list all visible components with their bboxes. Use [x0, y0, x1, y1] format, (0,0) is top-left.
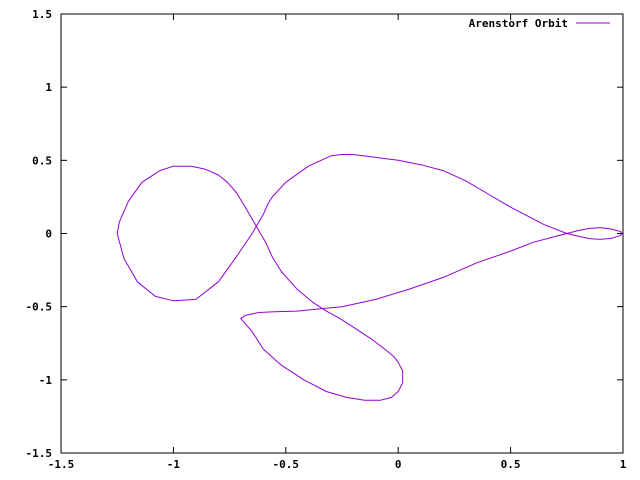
x-tick-label: -0.5: [273, 458, 300, 471]
y-tick-label: 0: [45, 228, 52, 241]
axis-tick-labels: -1.5 -1 -0.5 0 0.5 1 -1.5 -1 -0.5 0 0.5 1 1.5: [26, 8, 627, 471]
y-tick-label: 1: [45, 81, 52, 94]
y-tick-label: 1.5: [32, 8, 52, 21]
x-tick-label: 1: [620, 458, 627, 471]
series-line-0: [116, 154, 623, 401]
legend-label: Arenstorf Orbit: [469, 17, 568, 30]
plot-frame: [60, 13, 624, 454]
series-layer: [116, 154, 623, 401]
x-tick-label: -1: [167, 458, 181, 471]
y-tick-label: 0.5: [32, 154, 52, 167]
x-tick-label: -1.5: [48, 458, 75, 471]
axis-ticks: [60, 13, 624, 454]
x-tick-label: 0.5: [501, 458, 521, 471]
y-tick-label: -1.5: [26, 447, 53, 460]
x-tick-label: 0: [395, 458, 402, 471]
legend: Arenstorf Orbit: [469, 17, 610, 30]
y-tick-label: -0.5: [26, 301, 53, 314]
y-tick-label: -1: [39, 374, 53, 387]
